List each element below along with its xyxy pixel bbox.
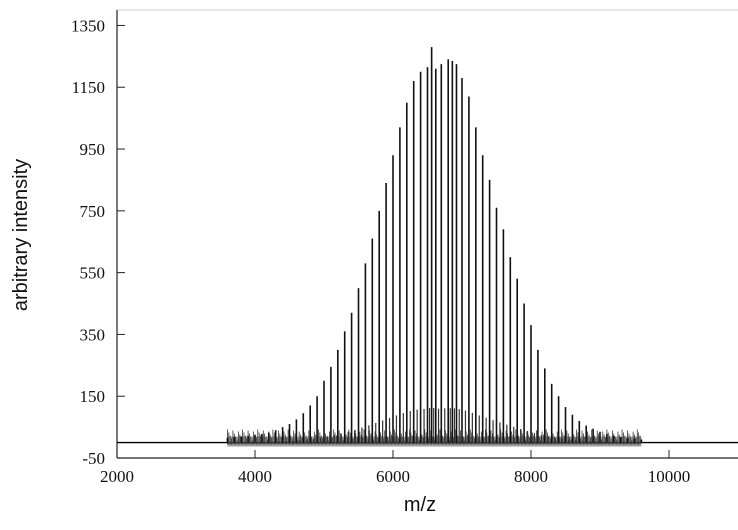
x-axis-title: m/z (404, 494, 436, 516)
y-tick-label: 1150 (72, 78, 105, 97)
plot-frame (116, 9, 738, 459)
y-axis-ticks: -50 150 350 550 750 950 1150 1350 (71, 16, 125, 468)
y-tick-label: -50 (82, 449, 105, 468)
y-tick-label: 550 (80, 264, 106, 283)
baseline-noise-band (226, 429, 642, 447)
spectrum-peaks (226, 47, 643, 443)
y-tick-label: 1350 (71, 16, 105, 35)
x-tick-label: 10000 (648, 467, 691, 486)
x-axis-ticks: 2000 4000 6000 8000 10000 (100, 450, 690, 486)
y-axis-title: arbitrary intensity (10, 159, 32, 311)
y-tick-label: 950 (80, 140, 106, 159)
y-tick-label: 350 (80, 325, 106, 344)
y-tick-label: 750 (80, 202, 106, 221)
x-tick-label: 6000 (376, 467, 410, 486)
x-tick-label: 4000 (238, 467, 272, 486)
secondary-envelope (230, 407, 639, 443)
x-tick-label: 2000 (100, 467, 134, 486)
x-tick-label: 8000 (514, 467, 548, 486)
y-tick-label: 150 (80, 387, 106, 406)
